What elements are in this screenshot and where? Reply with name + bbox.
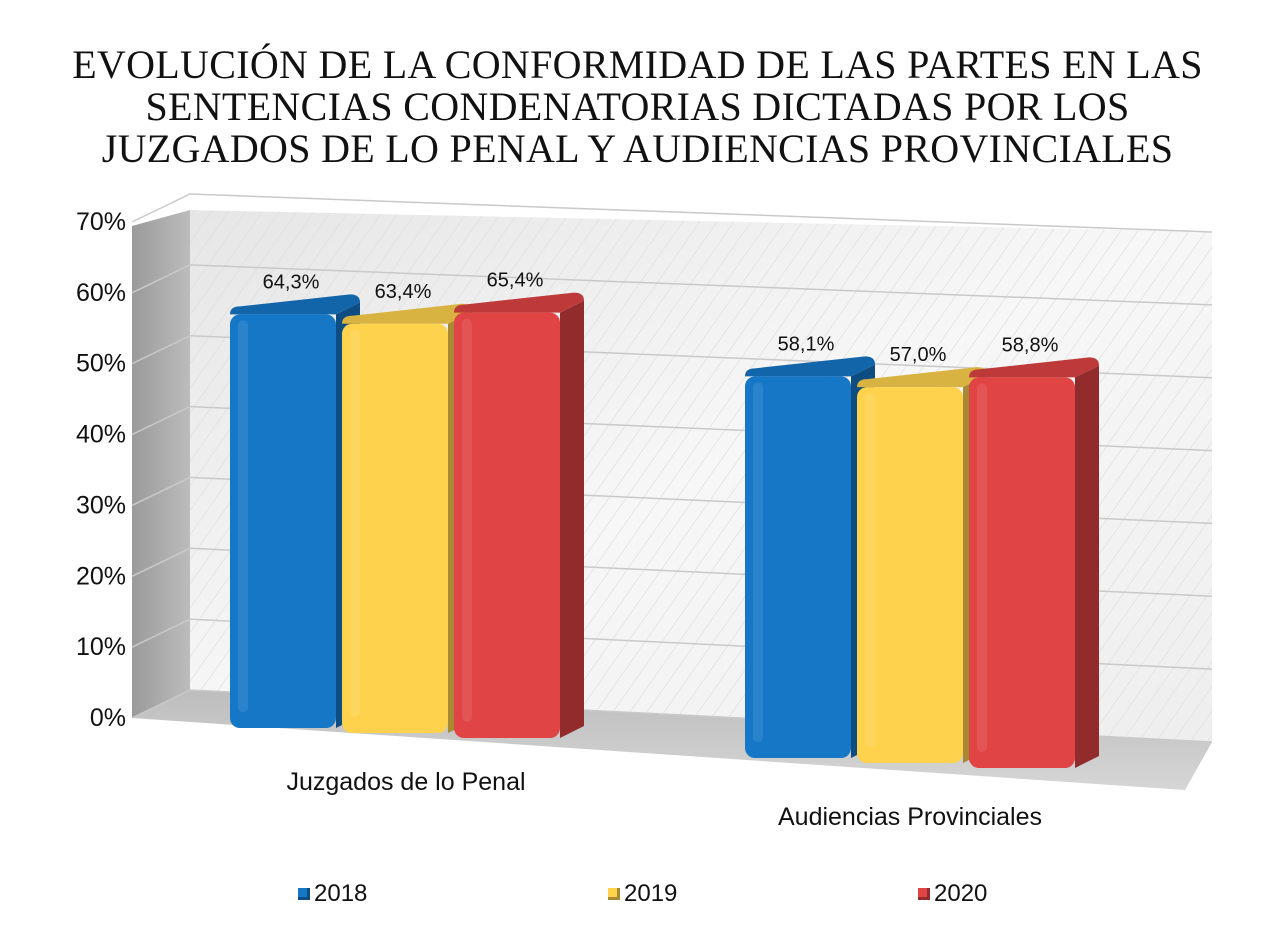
legend-label: 2018 [314, 880, 368, 907]
chart-title-line-2: SENTENCIAS CONDENATORIAS DICTADAS POR LO… [145, 84, 1130, 129]
y-tick-label: 30% [76, 491, 126, 519]
legend-item-2019: 2019 [608, 880, 677, 908]
legend-label: 2019 [624, 880, 678, 907]
bar-2018-0 [230, 294, 360, 728]
gridline [131, 264, 1213, 306]
x-category-label: Juzgados de lo Penal [286, 768, 525, 796]
data-label: 57,0% [890, 344, 947, 366]
legend-item-2020: 2020 [918, 880, 987, 908]
data-label: 63,4% [375, 281, 432, 303]
data-label: 58,8% [1002, 334, 1059, 356]
legend-item-2018: 2018 [298, 880, 367, 908]
chart-title: EVOLUCIÓN DE LA CONFORMIDAD DE LAS PARTE… [0, 44, 1275, 170]
y-tick-label: 40% [76, 421, 126, 449]
data-label: 58,1% [778, 333, 835, 355]
bar-2019-1 [857, 367, 987, 763]
y-tick-label: 50% [76, 350, 126, 378]
bar-2020-0 [454, 292, 584, 738]
chart-title-line-1: EVOLUCIÓN DE LA CONFORMIDAD DE LAS PARTE… [72, 42, 1203, 87]
y-tick-label: 0% [90, 704, 126, 732]
bar-2019-0 [342, 303, 472, 733]
legend-swatch [298, 888, 310, 900]
legend-swatch [918, 888, 930, 900]
chart-title-line-3: JUZGADOS DE LO PENAL Y AUDIENCIAS PROVIN… [101, 126, 1174, 171]
side-wall [132, 210, 190, 718]
y-tick-label: 70% [76, 208, 126, 236]
bar-2018-1 [745, 356, 875, 758]
bar-2020-1 [969, 357, 1099, 768]
y-tick-label: 20% [76, 562, 126, 590]
gridline [131, 193, 1213, 233]
legend-swatch [608, 888, 620, 900]
y-tick-label: 60% [76, 279, 126, 307]
x-category-label: Audiencias Provinciales [778, 803, 1042, 831]
data-label: 64,3% [263, 271, 320, 293]
y-tick-label: 10% [76, 633, 126, 661]
legend: 2018 2019 2020 [0, 880, 1275, 910]
data-label: 65,4% [487, 270, 544, 292]
legend-label: 2020 [934, 880, 988, 907]
